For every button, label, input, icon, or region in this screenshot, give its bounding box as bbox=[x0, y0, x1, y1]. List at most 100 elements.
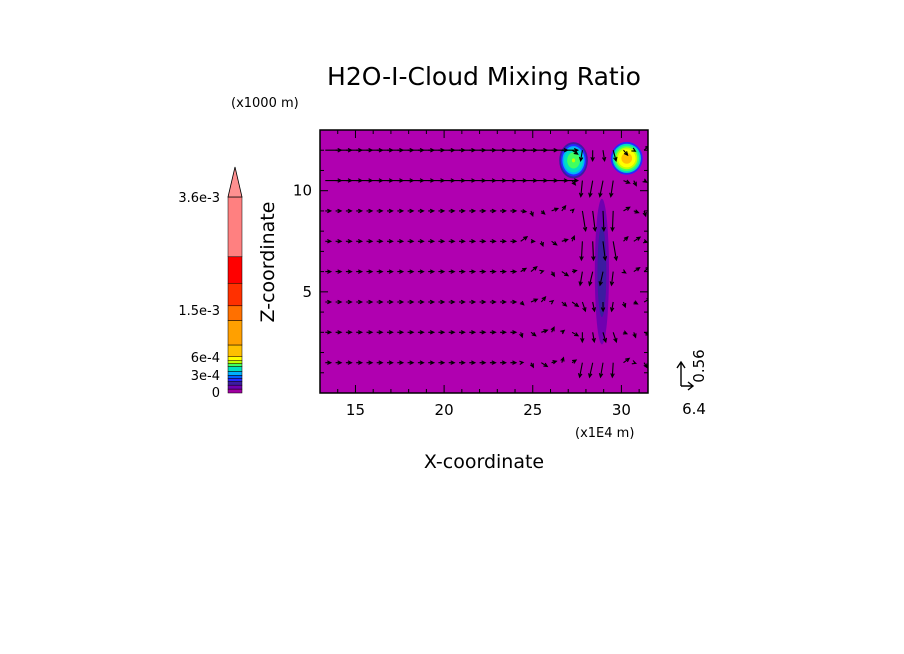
wind-vector bbox=[590, 150, 595, 163]
wind-vector bbox=[540, 210, 546, 215]
wind-vector bbox=[560, 356, 565, 363]
wind-vector bbox=[500, 208, 507, 214]
wind-vector bbox=[529, 210, 534, 217]
wind-vector bbox=[561, 148, 580, 153]
y-tick-label: 10 bbox=[293, 182, 312, 200]
wind-vector bbox=[540, 296, 547, 303]
wind-vector bbox=[489, 269, 497, 274]
wind-vector bbox=[448, 269, 456, 274]
colorbar-swatch bbox=[227, 375, 243, 379]
wind-vector bbox=[622, 301, 627, 309]
wind-vector bbox=[428, 330, 436, 335]
wind-vector bbox=[366, 360, 374, 365]
wind-vector bbox=[610, 210, 615, 233]
colorbar-swatch bbox=[227, 363, 243, 367]
wind-vector bbox=[561, 301, 568, 307]
wind-vector bbox=[469, 208, 477, 214]
wind-vector bbox=[448, 360, 456, 365]
wind-vector bbox=[578, 271, 583, 287]
wind-vector bbox=[417, 269, 425, 274]
wind-vector bbox=[479, 208, 487, 214]
reference-w-label: 0.56 bbox=[690, 349, 708, 382]
wind-vector bbox=[612, 150, 618, 163]
wind-vector bbox=[578, 180, 584, 198]
wind-vector bbox=[539, 269, 545, 275]
wind-vector bbox=[356, 330, 364, 335]
cloud-contour bbox=[571, 158, 576, 163]
wind-vector bbox=[407, 269, 415, 274]
wind-vector bbox=[510, 360, 518, 365]
wind-vector bbox=[598, 362, 604, 379]
wind-vector bbox=[335, 330, 343, 335]
wind-vector bbox=[510, 330, 518, 335]
wind-vector bbox=[325, 330, 333, 335]
wind-vectors bbox=[325, 145, 648, 379]
wind-vector bbox=[623, 206, 631, 212]
wind-vector bbox=[366, 239, 374, 244]
wind-vector bbox=[561, 271, 570, 277]
wind-vector bbox=[600, 301, 606, 313]
colorbar-swatch bbox=[227, 344, 243, 357]
wind-vector bbox=[601, 210, 607, 233]
x-tick-label: 25 bbox=[523, 401, 542, 419]
wind-vector bbox=[376, 269, 384, 274]
wind-vector bbox=[459, 330, 466, 335]
colorbar-swatch bbox=[227, 384, 243, 390]
wind-vector bbox=[623, 149, 629, 157]
wind-vector bbox=[631, 360, 637, 365]
wind-vector bbox=[448, 330, 456, 335]
x-tick-label: 30 bbox=[612, 401, 631, 419]
wind-vector bbox=[345, 299, 353, 305]
wind-vector bbox=[345, 330, 353, 335]
wind-vector bbox=[541, 329, 549, 334]
wind-vector bbox=[489, 239, 497, 244]
wind-vector bbox=[579, 241, 584, 262]
colorbar-tick-label: 6e-4 bbox=[191, 351, 220, 366]
colorbar-swatch bbox=[227, 256, 243, 284]
reference-arrow-icon bbox=[676, 360, 695, 391]
wind-vector bbox=[366, 269, 374, 274]
wind-vector bbox=[325, 239, 333, 244]
colorbar-tick-label: 3e-4 bbox=[191, 369, 220, 384]
wind-vector bbox=[510, 208, 518, 214]
wind-vector bbox=[397, 330, 405, 335]
wind-vector bbox=[417, 239, 425, 244]
colorbar-swatch bbox=[227, 388, 243, 394]
wind-vector bbox=[469, 269, 477, 274]
wind-vector bbox=[438, 239, 446, 244]
wind-vector bbox=[588, 180, 594, 198]
colorbar-tick-label: 1.5e-3 bbox=[178, 304, 220, 319]
wind-vector bbox=[479, 239, 487, 244]
wind-vector bbox=[633, 300, 639, 305]
wind-vector bbox=[335, 239, 343, 244]
wind-vector bbox=[489, 299, 497, 305]
wind-vector bbox=[581, 301, 587, 313]
wind-vector bbox=[643, 239, 648, 244]
wind-vector bbox=[438, 208, 446, 214]
x-axis-label: X-coordinate bbox=[424, 451, 544, 473]
wind-vector bbox=[609, 271, 615, 287]
wind-vector bbox=[417, 360, 425, 365]
wind-vector bbox=[632, 332, 637, 339]
wind-vector bbox=[397, 239, 405, 244]
wind-vector bbox=[581, 210, 588, 233]
wind-vector bbox=[623, 357, 631, 364]
wind-vector bbox=[580, 332, 585, 344]
wind-vector bbox=[428, 208, 436, 214]
wind-vector bbox=[469, 360, 477, 365]
wind-vector bbox=[612, 332, 618, 344]
wind-vector bbox=[335, 360, 343, 365]
wind-vector bbox=[530, 239, 536, 244]
x-axis: 15 20 25 30 bbox=[337, 130, 640, 419]
wind-vector bbox=[500, 360, 507, 365]
wind-vector bbox=[407, 330, 415, 335]
wind-vector bbox=[428, 299, 436, 305]
wind-vector bbox=[623, 179, 631, 184]
wind-vector bbox=[376, 299, 384, 305]
wind-vector bbox=[407, 239, 415, 244]
wind-vector bbox=[623, 235, 629, 242]
x-tick-label: 15 bbox=[346, 401, 365, 419]
wind-vector bbox=[448, 299, 456, 305]
chart-title: H2O-I-Cloud Mixing Ratio bbox=[327, 62, 641, 91]
